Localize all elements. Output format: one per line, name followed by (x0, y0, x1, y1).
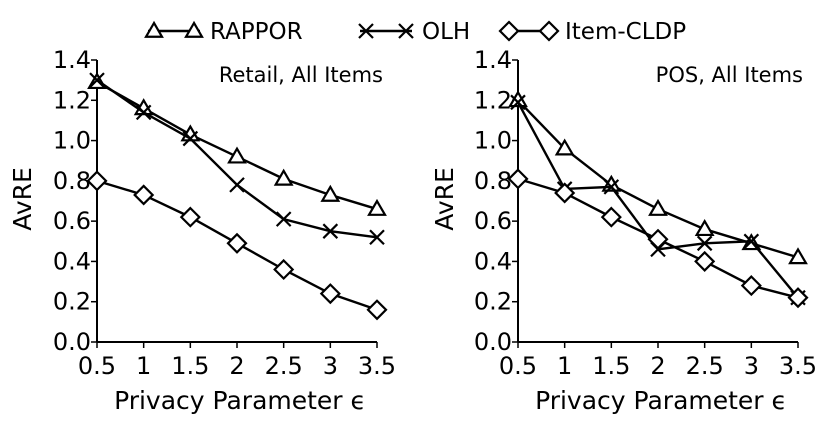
legend-entry-item-cldp: Item-CLDP (498, 19, 686, 45)
x-tick-label: 1.5 (171, 352, 209, 380)
data-point-rappor (273, 168, 294, 186)
y-tick-label: 0.2 (474, 288, 512, 316)
y-tick-label: 0.4 (474, 247, 512, 275)
series-item-cldp (507, 168, 809, 309)
x-tick-label: 2 (229, 352, 244, 380)
data-point-olh (182, 130, 199, 147)
data-point-item-cldp (226, 232, 248, 254)
series-olh (89, 72, 385, 246)
data-point-item-cldp (647, 228, 669, 250)
x-tick-label: 0.5 (78, 352, 116, 380)
legend-marker (498, 20, 520, 42)
legend-marker (358, 23, 374, 39)
data-point-item-cldp (179, 206, 201, 228)
data-point-item-cldp (600, 206, 622, 228)
x-tick-label: 1 (136, 352, 151, 380)
x-tick-label: 3 (323, 352, 338, 380)
data-point-rappor (554, 138, 575, 156)
x-tick-label: 3.5 (779, 352, 817, 380)
data-point-item-cldp (554, 182, 576, 204)
y-tick-label: 1.2 (53, 86, 91, 114)
data-point-rappor (788, 247, 808, 265)
data-point-rappor (694, 219, 715, 237)
data-point-item-cldp (273, 258, 295, 281)
x-tick-label: 1.5 (592, 352, 630, 380)
data-point-item-cldp (507, 168, 529, 190)
y-tick-label: 0.2 (53, 288, 91, 316)
data-point-olh (275, 211, 292, 227)
legend-label: Item-CLDP (565, 19, 686, 45)
data-point-item-cldp (86, 170, 108, 192)
data-point-olh (89, 72, 105, 88)
panel-title: POS, All Items (656, 63, 803, 87)
data-point-olh (696, 235, 713, 252)
data-point-rappor (648, 198, 668, 216)
data-point-item-cldp (366, 299, 388, 321)
y-axis-title: AvRE (8, 167, 37, 231)
data-point-olh (743, 233, 760, 250)
y-tick-label: 0.0 (53, 328, 91, 356)
series-item-cldp (86, 170, 388, 321)
panel-title: Retail, All Items (219, 63, 383, 87)
data-point-item-cldp (740, 275, 762, 297)
x-axis-title: Privacy Parameter ϵ (114, 386, 366, 415)
y-axis-title: AvRE (430, 167, 459, 231)
x-tick-label: 2.5 (265, 352, 303, 380)
data-point-item-cldp (787, 287, 809, 309)
x-tick-label: 3 (744, 352, 759, 380)
legend-entry-rappor: RAPPOR (144, 19, 303, 45)
legend-label: OLH (422, 19, 470, 45)
y-tick-label: 0.8 (53, 167, 91, 195)
y-tick-label: 0.8 (474, 167, 512, 195)
data-point-olh (322, 223, 339, 239)
y-tick-label: 0.4 (53, 247, 91, 275)
legend: RAPPOR OLH Item-CLDP (144, 19, 686, 45)
chart-pos-all-items: AvRE Privacy Parameter ϵ POS, All Items … (430, 46, 817, 415)
data-point-olh (369, 229, 385, 246)
x-tick-label: 2 (650, 352, 665, 380)
y-tick-label: 1.0 (53, 127, 91, 155)
y-tick-label: 1.2 (474, 86, 512, 114)
x-tick-label: 1 (557, 352, 572, 380)
data-point-item-cldp (133, 184, 155, 206)
chart-retail-all-items: AvRE Privacy Parameter ϵ Retail, All Ite… (8, 46, 396, 415)
data-point-rappor (367, 198, 387, 216)
data-point-rappor (320, 184, 341, 202)
legend-marker (538, 20, 560, 42)
x-tick-label: 2.5 (686, 352, 724, 380)
y-tick-label: 1.4 (474, 46, 512, 74)
data-point-rappor (227, 146, 247, 164)
series-rappor (87, 71, 387, 216)
data-point-olh (135, 104, 152, 121)
legend-label: RAPPOR (210, 19, 303, 45)
x-tick-label: 3.5 (358, 352, 396, 380)
data-point-olh (510, 94, 526, 111)
x-axis-title: Privacy Parameter ϵ (535, 386, 787, 415)
y-tick-label: 0.6 (53, 207, 91, 235)
legend-marker (144, 20, 164, 38)
y-tick-label: 0.0 (474, 328, 512, 356)
y-tick-label: 1.4 (53, 46, 91, 74)
data-point-olh (603, 179, 620, 195)
data-point-item-cldp (319, 283, 341, 305)
data-point-item-cldp (694, 250, 716, 272)
x-tick-label: 0.5 (499, 352, 537, 380)
legend-marker (398, 23, 414, 39)
legend-marker (184, 20, 204, 38)
y-tick-label: 0.6 (474, 207, 512, 235)
legend-entry-olh: OLH (358, 19, 470, 45)
y-tick-label: 1.0 (474, 127, 512, 155)
data-point-olh (229, 177, 245, 193)
